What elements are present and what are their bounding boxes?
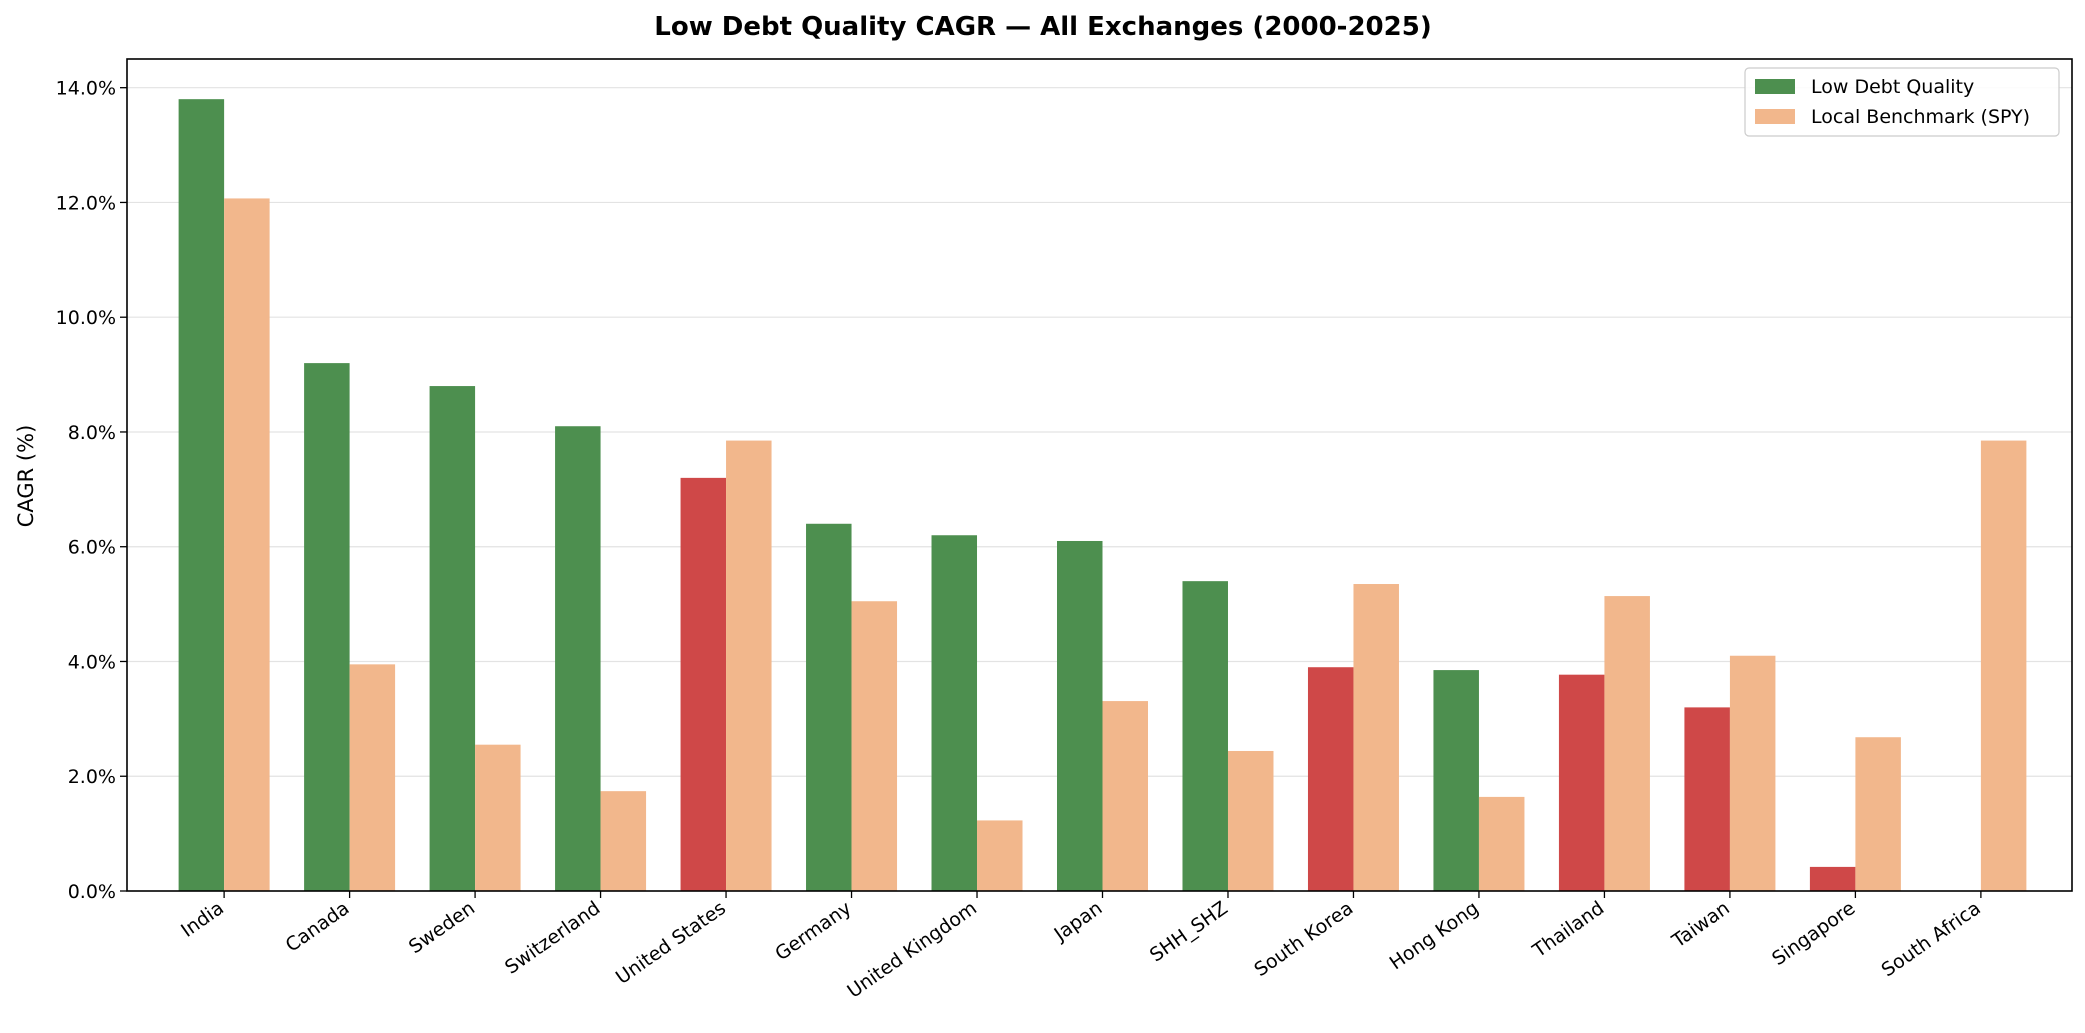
bar-local-benchmark <box>851 601 898 891</box>
x-tick-label: Taiwan <box>1667 897 1733 953</box>
y-tick-label: 2.0% <box>68 766 116 788</box>
legend-label-low-debt-quality: Low Debt Quality <box>1811 76 1974 98</box>
legend-swatch-low-debt-quality <box>1755 79 1795 94</box>
x-tick-label: SHH_SHZ <box>1146 897 1232 966</box>
bar-local-benchmark <box>1478 796 1525 891</box>
bar-local-benchmark <box>349 664 396 891</box>
bar-low-debt-quality <box>555 426 601 891</box>
x-tick-label: United Kingdom <box>843 897 981 1003</box>
bar-local-benchmark <box>1604 596 1650 891</box>
bar-local-benchmark <box>1102 701 1148 891</box>
legend: Low Debt Quality Local Benchmark (SPY) <box>1744 67 2060 137</box>
y-tick-label: 0.0% <box>68 881 116 903</box>
x-tick-label: Thailand <box>1528 897 1608 962</box>
bar-local-benchmark <box>1729 655 1776 891</box>
bar-low-debt-quality <box>931 535 978 891</box>
y-ticks: 0.0% 2.0% 4.0% 6.0% 8.0% 10.0% 12.0% 14.0% <box>56 78 127 903</box>
x-tick-label: Japan <box>1050 897 1107 946</box>
plot-frame <box>126 58 2073 892</box>
bar-low-debt-quality <box>1684 707 1730 891</box>
bars <box>178 99 2027 892</box>
x-tick-label: Switzerland <box>501 897 604 979</box>
bar-low-debt-quality <box>178 99 225 891</box>
bar-low-debt-quality <box>429 386 476 891</box>
x-tick-label: India <box>177 897 228 942</box>
bar-low-debt-quality <box>806 523 852 891</box>
x-tick-label: Canada <box>282 897 354 956</box>
x-tick-label: Germany <box>771 897 855 965</box>
bar-low-debt-quality <box>680 477 727 891</box>
bar-low-debt-quality <box>304 363 350 891</box>
bar-low-debt-quality <box>1057 540 1103 891</box>
bar-low-debt-quality <box>1307 667 1354 891</box>
y-tick-label: 8.0% <box>68 422 116 444</box>
axes <box>126 58 2073 892</box>
legend-box <box>1744 67 2060 137</box>
bar-low-debt-quality <box>1433 670 1479 891</box>
bar-local-benchmark <box>224 198 270 892</box>
x-tick-label: South Korea <box>1250 897 1357 981</box>
bar-low-debt-quality <box>1182 581 1228 891</box>
y-axis-label: CAGR (%) <box>14 425 38 528</box>
y-tick-label: 10.0% <box>56 307 116 329</box>
x-tick-label: Singapore <box>1768 897 1859 970</box>
y-tick-label: 12.0% <box>56 192 116 214</box>
x-ticks: India Canada Sweden Switzerland United State… <box>177 891 1985 1003</box>
bar-local-benchmark <box>475 744 521 891</box>
bar-low-debt-quality <box>1558 674 1605 891</box>
bar-local-benchmark <box>1227 750 1274 891</box>
x-tick-label: Sweden <box>405 897 479 958</box>
bar-local-benchmark <box>1855 737 1901 891</box>
bar-local-benchmark <box>1353 584 1399 891</box>
chart-title: Low Debt Quality CAGR — All Exchanges (2… <box>654 12 1431 42</box>
bar-local-benchmark <box>600 791 647 891</box>
x-tick-label: South Africa <box>1878 897 1985 981</box>
legend-swatch-local-benchmark <box>1755 109 1795 124</box>
bar-local-benchmark <box>1980 440 2027 891</box>
bar-local-benchmark <box>726 440 772 891</box>
x-tick-label: Hong Kong <box>1386 897 1483 974</box>
y-tick-label: 6.0% <box>68 537 116 559</box>
legend-label-local-benchmark: Local Benchmark (SPY) <box>1811 106 2030 128</box>
bar-local-benchmark <box>977 820 1023 891</box>
bar-low-debt-quality <box>1809 866 1856 891</box>
x-tick-label: United States <box>612 897 730 989</box>
y-tick-label: 14.0% <box>56 78 116 100</box>
y-tick-label: 4.0% <box>68 651 116 673</box>
